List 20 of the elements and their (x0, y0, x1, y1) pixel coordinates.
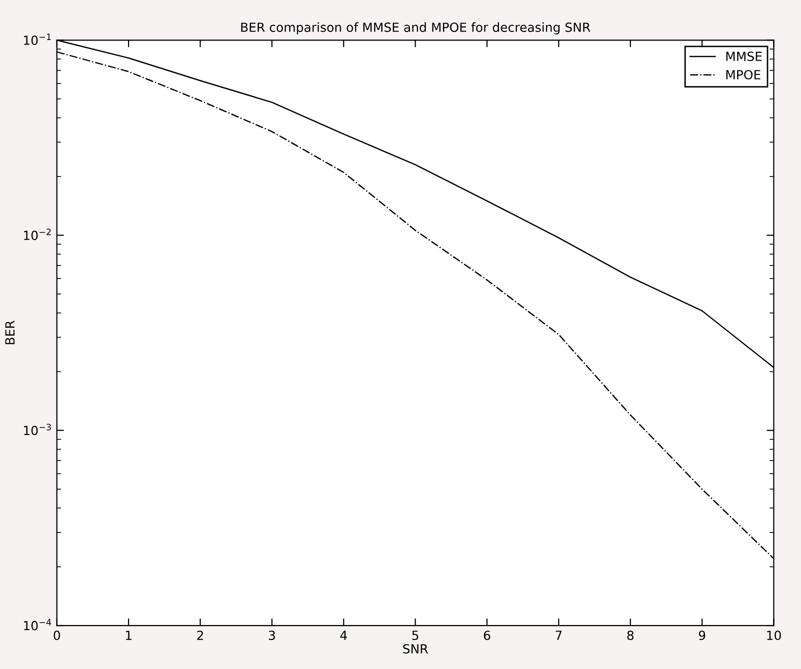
x-tick-label: 8 (627, 630, 634, 640)
legend-label: MMSE (726, 52, 762, 62)
x-tick-label: 3 (268, 630, 275, 640)
x-axis-title: SNR (403, 644, 428, 654)
x-tick-label: 1 (126, 630, 132, 640)
legend-label: MPOE (726, 70, 760, 80)
x-tick-label: 2 (197, 630, 203, 640)
x-tick-label: 0 (54, 630, 60, 640)
x-tick-label: 5 (412, 630, 418, 640)
x-tick-label: 4 (340, 630, 347, 640)
y-tick-label: 10$^{−3}$ (24, 424, 51, 436)
x-tick-label: 10 (767, 630, 781, 640)
x-tick-label: 9 (698, 630, 706, 640)
y-tick-label: 10$^{−2}$ (24, 228, 51, 240)
x-tick-label: 6 (484, 630, 490, 640)
chart-title: BER comparison of MMSE and MPOE for decreasing SNR (241, 22, 590, 34)
x-tick-label: 7 (556, 630, 562, 640)
y-tick-label: 10$^{−4}$ (24, 619, 52, 630)
y-tick-label: 10$^{−1}$ (24, 34, 51, 45)
y-axis-title: BER (5, 320, 14, 344)
